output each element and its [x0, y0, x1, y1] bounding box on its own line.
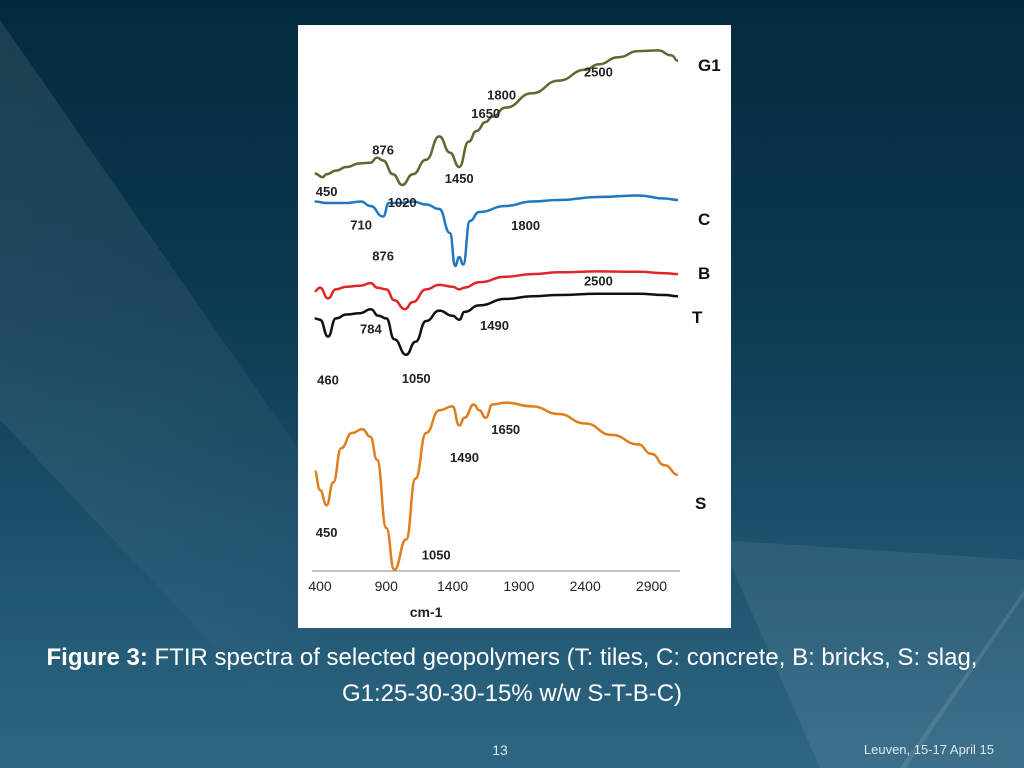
peak-label-s-1490: 1490 — [450, 450, 479, 465]
peak-label-t-460: 460 — [317, 373, 339, 388]
x-axis-label: cm-1 — [410, 604, 443, 620]
series-line-t — [314, 292, 679, 357]
x-tick-label-2400: 2400 — [570, 578, 601, 594]
peak-label-t-784: 784 — [360, 321, 382, 336]
peak-label-t-1050: 1050 — [402, 371, 431, 386]
peak-label-c-710: 710 — [350, 218, 372, 233]
footer-text: Leuven, 15-17 April 15 — [863, 742, 994, 757]
peak-label-s-1050: 1050 — [422, 547, 451, 562]
ftir-figure: 450 876 1020 1450 1650 1800 2500 710 876 1800 2500… — [298, 25, 731, 628]
ftir-chart: 450 876 1020 1450 1650 1800 2500 710 876 1800 2500… — [308, 49, 721, 620]
series-label-c: C — [698, 210, 710, 229]
x-tick-label-900: 900 — [375, 578, 399, 594]
x-tick-label-400: 400 — [308, 578, 332, 594]
peak-label-c-1800: 1800 — [511, 218, 540, 233]
peak-label-c-876: 876 — [372, 249, 394, 264]
peak-label-s-450: 450 — [316, 525, 338, 540]
series-line-c — [314, 194, 679, 268]
series-line-s — [313, 401, 679, 572]
peak-label-g1-1650: 1650 — [471, 106, 500, 121]
page-number: 13 — [492, 742, 508, 758]
peak-label-s-1650: 1650 — [491, 422, 520, 437]
peak-label-g1-450: 450 — [316, 184, 338, 199]
caption-text: FTIR spectra of selected geopolymers (T:… — [147, 644, 978, 707]
peak-label-g1-1800: 1800 — [487, 88, 516, 103]
x-tick-label-2900: 2900 — [636, 578, 667, 594]
series-line-g1 — [314, 49, 679, 187]
peak-label-g1-1450: 1450 — [445, 171, 474, 186]
series-label-s: S — [695, 494, 706, 513]
series-label-g1: G1 — [698, 56, 721, 75]
series-label-b: B — [698, 264, 710, 283]
peak-label-t-1490: 1490 — [480, 318, 509, 333]
series-line-b — [314, 270, 679, 311]
figure-caption: Figure 3: FTIR spectra of selected geopo… — [40, 640, 984, 712]
peak-label-g1-876: 876 — [372, 143, 394, 158]
peak-label-g1-2500: 2500 — [584, 64, 613, 79]
caption-lead: Figure 3: — [46, 644, 148, 671]
x-tick-label-1900: 1900 — [503, 578, 534, 594]
peak-label-g1-1020: 1020 — [388, 195, 417, 210]
peak-label-b-2500: 2500 — [584, 273, 613, 288]
x-tick-label-1400: 1400 — [437, 578, 468, 594]
series-label-t: T — [692, 308, 703, 327]
